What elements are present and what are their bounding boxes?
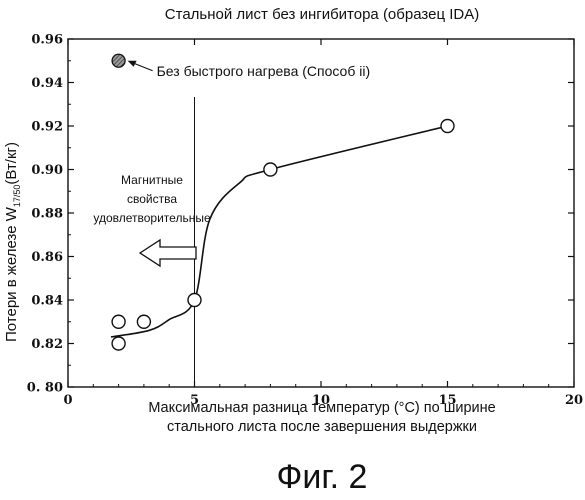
y-axis-label: Потери в железе W17/50(Вт/кг) [3, 142, 22, 342]
y-axis-label-main: Потери в железе W [3, 206, 20, 342]
reference-arrow-line [133, 63, 153, 71]
reference-point-group: Без быстрого нагрева (Способ ii) [112, 54, 370, 79]
annotation-line-3: удовлетворительные [93, 211, 211, 225]
x-tick-label: 0 [63, 393, 72, 408]
y-tick-label: 0.84 [31, 294, 63, 309]
y-tick-label: 0.88 [31, 207, 63, 222]
y-tick-label: 0.92 [31, 120, 63, 135]
reference-point-label: Без быстрого нагрева (Способ ii) [157, 63, 371, 79]
data-point [112, 337, 125, 350]
data-point [264, 163, 277, 176]
trend-line [111, 126, 447, 337]
y-tick-label: 0.86 [31, 250, 63, 265]
x-axis-label-line-2: стального листа после завершения выдержк… [167, 419, 477, 435]
data-points [112, 120, 454, 351]
x-tick-label: 20 [565, 393, 583, 408]
annotation-line-2: свойства [127, 192, 177, 206]
data-point [441, 120, 454, 133]
y-tick-label: 0.94 [31, 76, 63, 91]
y-tick-label: 0.82 [31, 337, 63, 352]
y-tick-label: 0.90 [31, 163, 63, 178]
annotation-group: Магнитные свойства удовлетворительные [93, 173, 211, 266]
reference-point [112, 54, 125, 67]
left-arrow-icon [140, 240, 196, 266]
y-axis-label-subscript: 17/50 [12, 185, 22, 208]
figure-caption: Фиг. 2 [277, 458, 368, 496]
y-tick-label: 0.96 [31, 33, 63, 48]
data-point [112, 315, 125, 328]
chart-title: Стальной лист без ингибитора (образец ID… [165, 6, 479, 23]
annotation-line-1: Магнитные [121, 173, 183, 187]
data-point [137, 315, 150, 328]
y-axis-label-unit: (Вт/кг) [3, 142, 20, 185]
x-axis-label-line-1: Максимальная разница температур (°C) по … [148, 400, 495, 416]
y-tick-label: 0. 80 [27, 381, 63, 396]
data-point [188, 294, 201, 307]
